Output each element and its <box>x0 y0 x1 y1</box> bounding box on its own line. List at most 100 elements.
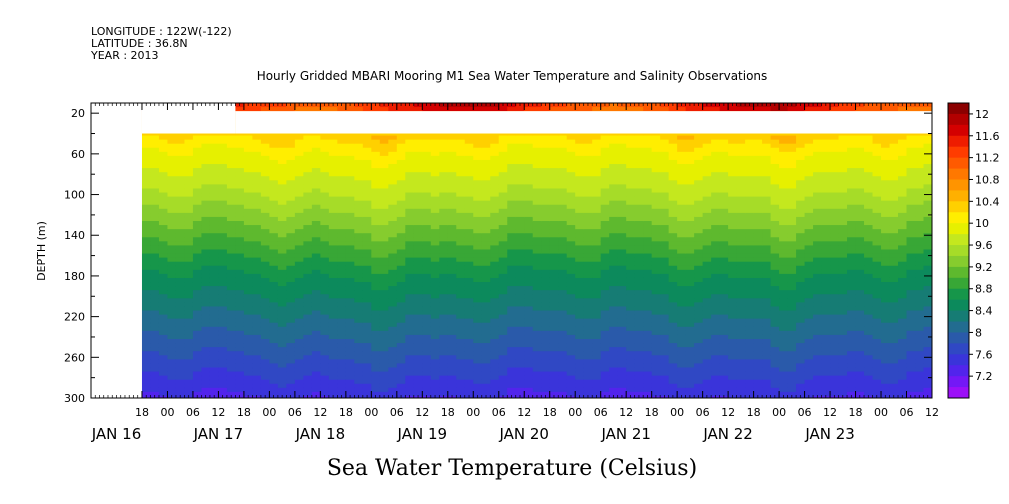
temperature-cell <box>592 204 602 210</box>
temperature-cell <box>337 265 347 271</box>
temperature-cell <box>558 286 568 291</box>
temperature-cell <box>175 249 186 255</box>
temperature-cell <box>175 286 186 291</box>
temperature-cell <box>447 269 457 275</box>
temperature-cell <box>524 192 534 198</box>
temperature-cell <box>405 359 415 365</box>
temperature-cell <box>422 326 432 332</box>
temperature-cell <box>158 273 169 279</box>
temperature-cell <box>592 334 602 340</box>
temperature-cell <box>311 192 321 198</box>
temperature-cell <box>430 351 440 356</box>
temperature-cell <box>260 273 270 279</box>
temperature-cell <box>328 164 338 169</box>
temperature-cell <box>524 176 534 181</box>
temperature-cell <box>388 310 398 316</box>
year-label: YEAR : 2013 <box>90 49 159 62</box>
temperature-cell <box>575 367 585 373</box>
temperature-cell <box>184 277 194 283</box>
longitude-label: LONGITUDE : 122W(-122) <box>91 25 232 38</box>
temperature-cell <box>209 326 220 332</box>
temperature-cell <box>422 286 432 291</box>
temperature-cell <box>175 229 186 234</box>
temperature-cell <box>150 367 160 373</box>
temperature-cell <box>643 355 653 360</box>
temperature-cell <box>243 265 253 271</box>
temperature-cell <box>328 379 338 385</box>
temperature-cell <box>592 237 602 242</box>
temperature-cell <box>269 314 279 320</box>
temperature-cell <box>600 314 610 320</box>
temperature-cell <box>643 379 653 385</box>
temperature-cell <box>583 196 593 202</box>
temperature-cell <box>252 168 262 173</box>
temperature-cell <box>388 168 398 173</box>
temperature-cell <box>541 229 551 234</box>
temperature-cell <box>405 351 415 356</box>
temperature-cell <box>430 245 440 251</box>
temperature-cell <box>583 188 593 194</box>
temperature-cell <box>141 229 152 234</box>
temperature-cell <box>286 282 296 287</box>
temperature-cell <box>371 155 381 161</box>
temperature-cell <box>575 322 585 328</box>
temperature-cell <box>422 135 432 141</box>
temperature-cell <box>218 208 228 214</box>
temperature-cell <box>592 273 602 279</box>
temperature-cell <box>175 159 186 165</box>
temperature-cell <box>362 351 372 356</box>
temperature-cell <box>481 229 491 234</box>
temperature-cell <box>354 351 364 356</box>
temperature-cell <box>141 241 152 247</box>
temperature-cell <box>286 147 296 153</box>
temperature-cell <box>490 212 500 218</box>
temperature-cell <box>252 334 262 340</box>
temperature-cell <box>260 249 270 255</box>
temperature-cell <box>158 371 169 377</box>
temperature-cell <box>175 351 186 356</box>
temperature-cell <box>141 249 152 255</box>
temperature-cell <box>447 229 457 234</box>
temperature-cell <box>498 347 508 352</box>
temperature-cell <box>515 273 525 279</box>
temperature-cell <box>192 273 203 279</box>
temperature-cell <box>243 282 253 287</box>
temperature-cell <box>167 269 177 275</box>
temperature-cell <box>447 107 457 112</box>
temperature-cell <box>481 310 491 316</box>
temperature-cell <box>252 294 262 299</box>
temperature-cell <box>388 204 398 210</box>
temperature-cell <box>447 184 457 190</box>
temperature-cell <box>498 383 508 389</box>
temperature-cell <box>566 261 576 267</box>
temperature-cell <box>413 355 423 360</box>
temperature-cell <box>396 155 406 161</box>
temperature-cell <box>150 298 160 303</box>
temperature-cell <box>447 355 457 360</box>
temperature-cell <box>252 326 262 332</box>
temperature-cell <box>354 196 364 202</box>
temperature-cell <box>430 277 440 283</box>
temperature-cell <box>447 208 457 214</box>
temperature-cell <box>566 347 576 352</box>
temperature-cell <box>167 257 177 263</box>
temperature-cell <box>583 286 593 291</box>
temperature-cell <box>609 310 619 316</box>
temperature-cell <box>277 343 287 348</box>
temperature-cell <box>192 164 203 169</box>
temperature-cell <box>600 379 610 385</box>
temperature-cell <box>311 253 321 259</box>
temperature-cell <box>524 269 534 275</box>
temperature-cell <box>617 343 627 348</box>
temperature-cell <box>490 151 500 157</box>
temperature-cell <box>226 245 237 251</box>
temperature-cell <box>558 322 568 328</box>
temperature-cell <box>243 379 253 385</box>
temperature-cell <box>269 229 279 234</box>
temperature-cell <box>328 277 338 283</box>
temperature-cell <box>269 107 279 112</box>
temperature-cell <box>413 330 423 336</box>
temperature-cell <box>260 159 270 165</box>
temperature-cell <box>592 383 602 389</box>
temperature-cell <box>660 355 670 360</box>
